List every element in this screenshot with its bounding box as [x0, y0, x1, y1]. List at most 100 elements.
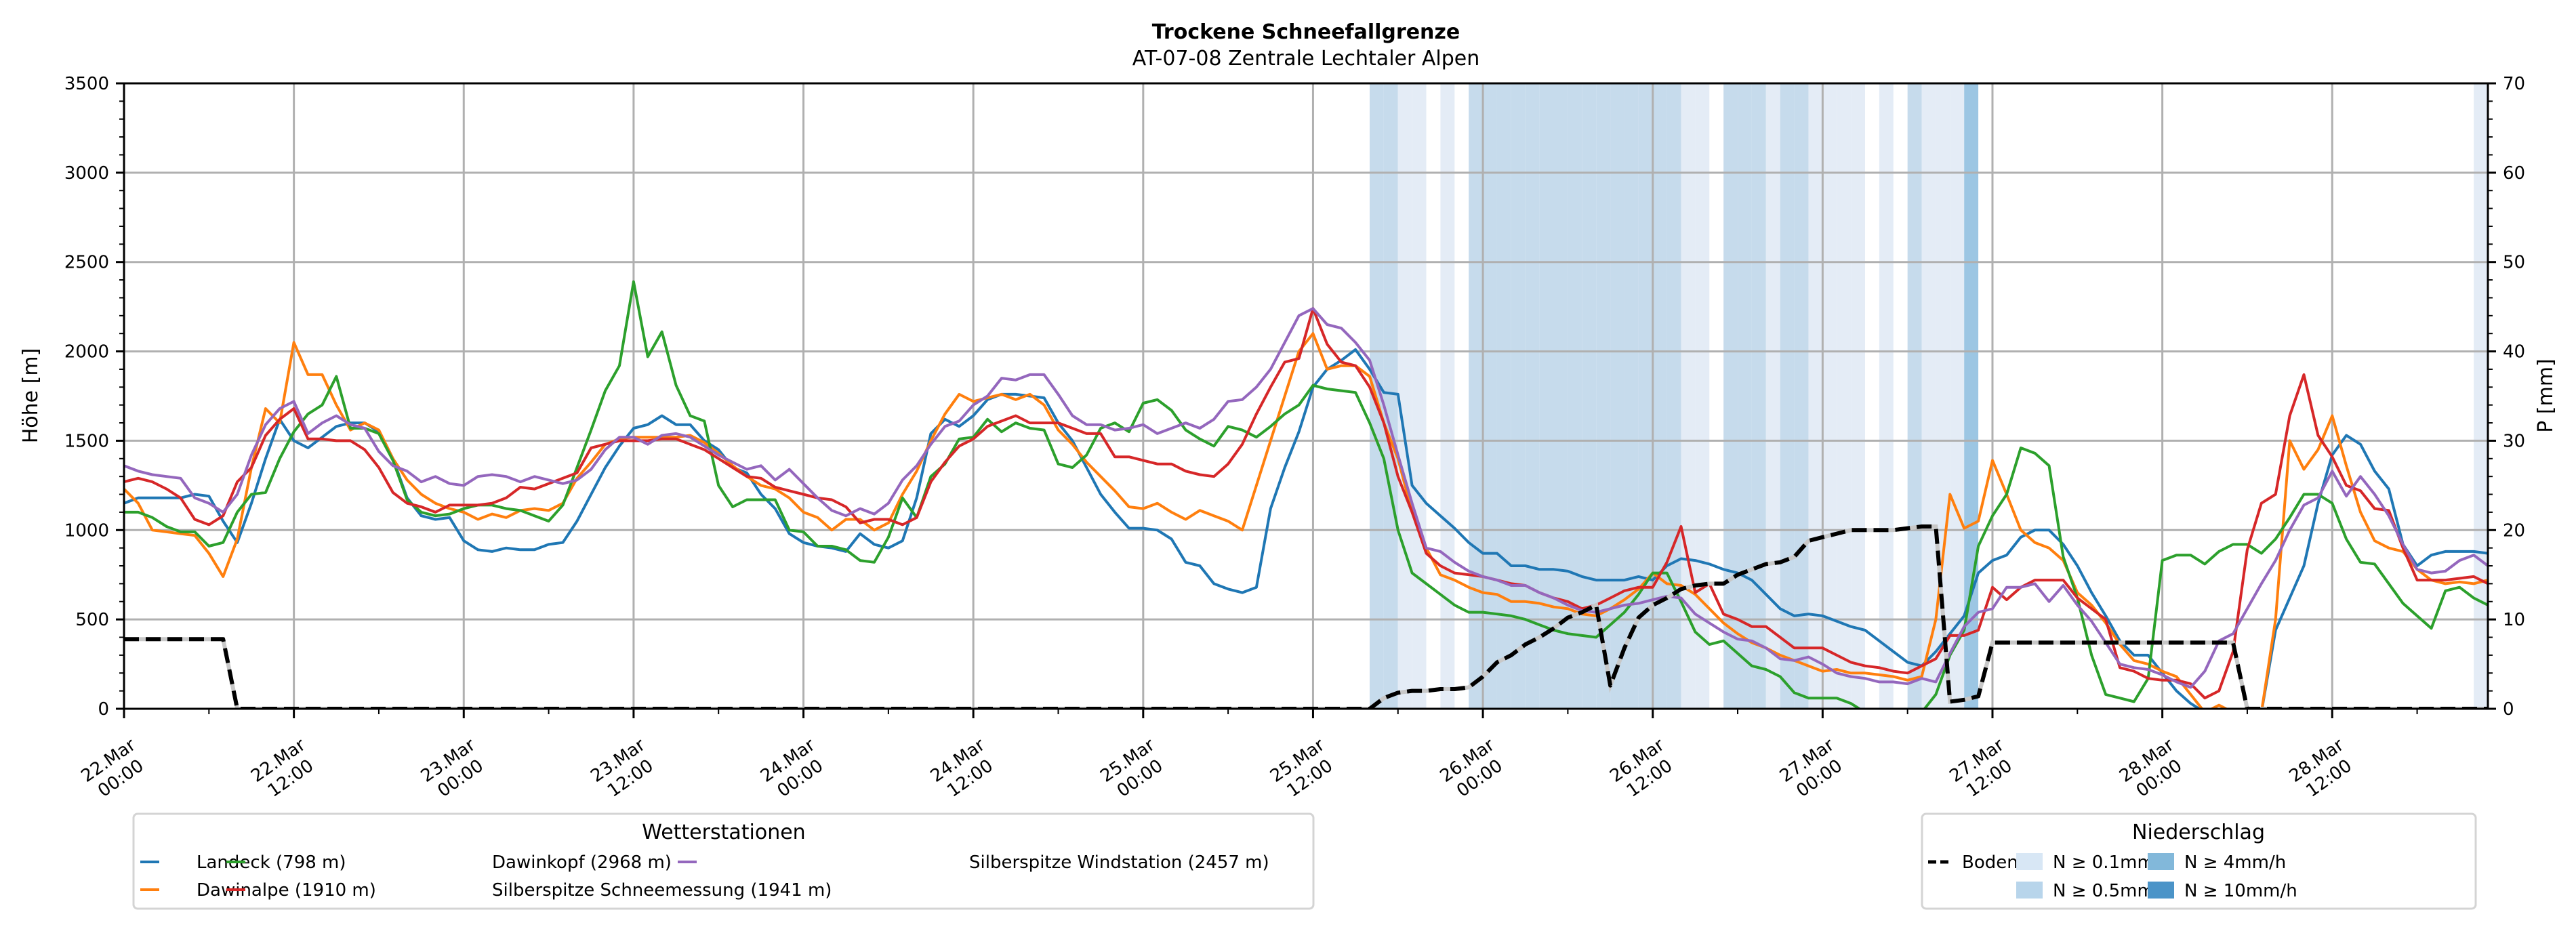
y-tick-label: 3500 [64, 74, 109, 94]
legend-label-schneemessung: Silberspitze Schneemessung (1941 m) [492, 880, 832, 901]
precip-band [1440, 83, 1455, 709]
chart-title: Trockene Schneefallgrenze [1152, 20, 1460, 44]
precip-band [1723, 83, 1738, 709]
axes [123, 82, 2489, 710]
series-line-3 [124, 307, 2488, 700]
legend-swatch-n4 [2148, 853, 2174, 870]
y2-tick-label: 10 [2503, 610, 2525, 630]
precip-band [1780, 83, 1795, 709]
precip-band [1610, 83, 1624, 709]
precip-band [1511, 83, 1526, 709]
series-line-1 [124, 332, 2488, 709]
precip-band [1964, 83, 1979, 709]
y-tick-label: 500 [75, 610, 109, 630]
y2-tick-label: 60 [2503, 163, 2525, 184]
precip-band [1383, 83, 1398, 709]
legend-label-n10: N ≥ 10mm/h [2184, 881, 2297, 901]
y2-tick-label: 40 [2503, 342, 2525, 363]
y2-tick-label: 70 [2503, 74, 2525, 94]
precip-band [1950, 83, 1965, 709]
precip-band [1837, 83, 1852, 709]
series-lines [124, 280, 2488, 709]
legend-label-windstation: Silberspitze Windstation (2457 m) [969, 852, 1269, 873]
legend-label-dawinalpe: Dawinalpe (1910 m) [197, 880, 376, 901]
precip-band [1568, 83, 1582, 709]
precip-band [1808, 83, 1823, 709]
precip-band [1652, 83, 1667, 709]
y-tick-label: 2000 [64, 342, 109, 363]
precip-band [1397, 83, 1412, 709]
legend-precip: Niederschlag Boden N ≥ 0.1mm/h N ≥ 0.5mm… [1921, 812, 2477, 910]
legend-label-n4: N ≥ 4mm/h [2184, 852, 2286, 873]
y-tick-label: 1000 [64, 520, 109, 541]
precip-band [1553, 83, 1568, 709]
y2-tick-label: 0 [2503, 699, 2514, 720]
precipitation-bands [1369, 83, 2488, 709]
legend-stations-title: Wetterstationen [642, 821, 805, 844]
y2-ticks: 0 10 20 30 40 50 60 70 [2488, 74, 2525, 720]
y-tick-label: 1500 [64, 431, 109, 451]
legend-precip-title: Niederschlag [2132, 821, 2265, 844]
precip-band [1638, 83, 1653, 709]
legend-swatch-n10 [2148, 882, 2174, 899]
precip-band [1596, 83, 1611, 709]
legend-label-boden: Boden [1962, 852, 2018, 873]
precip-band [1765, 83, 1780, 709]
precip-band [1667, 83, 1681, 709]
chart-subtitle: AT-07-08 Zentrale Lechtaler Alpen [1132, 47, 1479, 70]
legend-stations: Wetterstationen Landeck (798 m) Dawinalp… [132, 812, 1315, 910]
precip-band [1879, 83, 1894, 709]
y-tick-label: 2500 [64, 253, 109, 273]
precip-band [1624, 83, 1639, 709]
y2-axis-label: P [mm] [2534, 358, 2558, 432]
y2-tick-label: 50 [2503, 253, 2525, 273]
precip-band [1496, 83, 1511, 709]
precip-band [1539, 83, 1554, 709]
y2-tick-label: 20 [2503, 520, 2525, 541]
precip-band [1751, 83, 1766, 709]
legend-label-landeck: Landeck (798 m) [197, 852, 346, 873]
precip-band [1907, 83, 1922, 709]
precip-band [1921, 83, 1936, 709]
legend-swatch-n01 [2016, 853, 2043, 870]
series-line-5 [124, 524, 2488, 709]
precip-band [1412, 83, 1427, 709]
y-axis-label: Höhe [m] [19, 348, 43, 444]
y-tick-label: 3000 [64, 163, 109, 184]
y-ticks: 0 500 1000 1500 2000 2500 3000 3500 [64, 74, 124, 720]
series-line-2 [124, 280, 2488, 709]
legend-label-dawinkopf: Dawinkopf (2968 m) [492, 852, 672, 873]
precip-band [1582, 83, 1597, 709]
legend-swatch-n05 [2016, 882, 2043, 899]
y-tick-label: 0 [98, 699, 109, 720]
series-line-4 [124, 307, 2488, 689]
precip-band [1525, 83, 1540, 709]
plot-frame [123, 82, 2489, 710]
precip-band [1822, 83, 1837, 709]
grid [124, 83, 2488, 709]
series-line-underlay [124, 524, 2488, 709]
legend-stations-frame [132, 812, 1315, 910]
legend-precip-frame [1921, 812, 2477, 910]
precip-band [2474, 83, 2488, 709]
precip-band [1681, 83, 1696, 709]
precip-band [1738, 83, 1752, 709]
precip-band [1695, 83, 1710, 709]
y2-tick-label: 30 [2503, 431, 2525, 451]
